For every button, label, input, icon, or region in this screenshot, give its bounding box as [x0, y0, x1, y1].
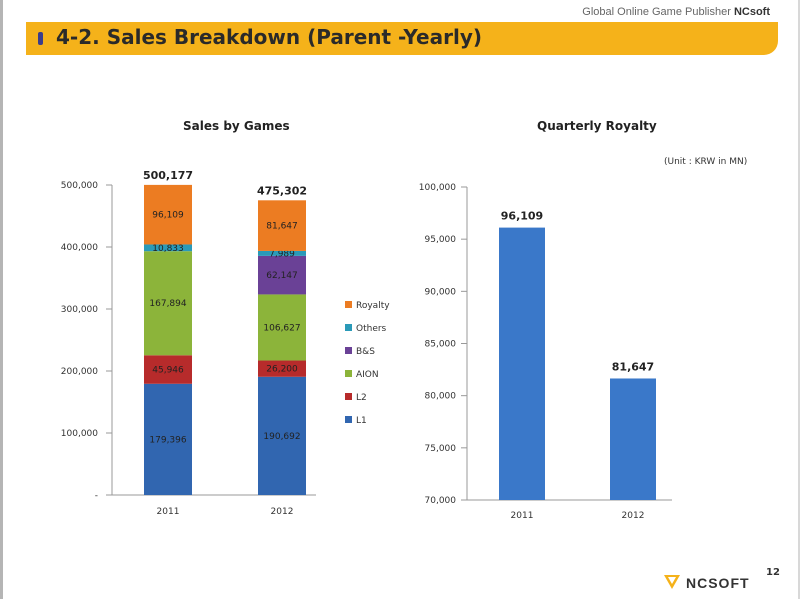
total-label: 500,177 — [143, 169, 193, 182]
legend-swatch — [345, 324, 352, 331]
x-tick-label: 2012 — [271, 507, 294, 517]
data-label: 96,109 — [501, 210, 543, 223]
x-tick-label: 2011 — [511, 511, 534, 521]
y-tick-label: 80,000 — [425, 392, 457, 402]
data-label: 106,627 — [263, 323, 300, 333]
y-tick-label: - — [95, 491, 98, 501]
data-label: 190,692 — [263, 432, 300, 442]
y-tick-label: 75,000 — [425, 444, 457, 454]
legend-label: L2 — [356, 393, 367, 403]
data-label: 179,396 — [149, 435, 186, 445]
legend-swatch — [345, 301, 352, 308]
bar-segment — [258, 250, 306, 256]
data-label: 81,647 — [612, 360, 654, 373]
title-bar: 4-2. Sales Breakdown (Parent -Yearly) — [26, 22, 778, 55]
ncsoft-logo-icon — [664, 575, 680, 589]
y-tick-label: 100,000 — [419, 183, 456, 193]
bar-segment — [144, 184, 192, 245]
ncsoft-logo: NCSOFT — [662, 572, 752, 594]
bar-segment — [258, 376, 306, 495]
bar-segment — [258, 294, 306, 361]
legend-swatch — [345, 347, 352, 354]
legend-label: Royalty — [356, 301, 390, 311]
bar-segment — [258, 200, 306, 251]
chart-title-sales-by-games: Sales by Games — [183, 119, 290, 133]
publisher-prefix: Global Online Game Publisher — [582, 6, 734, 18]
bar-segment — [258, 360, 306, 377]
x-tick-label: 2011 — [157, 507, 180, 517]
data-label: 96,109 — [152, 211, 184, 221]
y-tick-label: 300,000 — [61, 305, 98, 315]
data-label: 10,833 — [152, 244, 184, 254]
y-tick-label: 70,000 — [425, 496, 457, 506]
right-frame-line — [798, 0, 800, 599]
legend-swatch — [345, 393, 352, 400]
bar-segment — [144, 244, 192, 252]
x-tick-label: 2012 — [622, 511, 645, 521]
legend-label: L1 — [356, 416, 367, 426]
data-label: 167,894 — [149, 299, 186, 309]
bar-segment — [144, 355, 192, 384]
total-label: 475,302 — [257, 184, 307, 197]
data-label: 7,989 — [269, 249, 295, 259]
page-title: 4-2. Sales Breakdown (Parent -Yearly) — [56, 25, 482, 49]
data-label: 62,147 — [266, 271, 298, 281]
legend-label: AION — [356, 370, 379, 380]
legend-swatch — [345, 416, 352, 423]
y-tick-label: 500,000 — [61, 181, 98, 191]
royalty-bar — [499, 227, 545, 500]
royalty-bar — [610, 378, 656, 500]
publisher-name: NCsoft — [733, 6, 770, 18]
data-label: 81,647 — [266, 222, 298, 232]
logo-text: NCSOFT — [686, 575, 750, 591]
bar-segment — [144, 251, 192, 356]
legend-swatch — [345, 370, 352, 377]
bar-segment — [258, 255, 306, 295]
y-tick-label: 100,000 — [61, 429, 98, 439]
y-tick-label: 85,000 — [425, 340, 457, 350]
page-number: 12 — [766, 567, 780, 578]
chart-title-quarterly-royalty: Quarterly Royalty — [537, 119, 657, 133]
y-tick-label: 90,000 — [425, 287, 457, 297]
y-tick-label: 200,000 — [61, 367, 98, 377]
legend-label: Others — [356, 324, 387, 334]
y-tick-label: 95,000 — [425, 235, 457, 245]
legend-label: B&S — [356, 347, 375, 357]
data-label: 26,200 — [266, 365, 298, 375]
unit-note: (Unit : KRW in MN) — [664, 157, 748, 167]
y-tick-label: 400,000 — [61, 243, 98, 253]
left-frame-line — [0, 0, 3, 599]
data-label: 45,946 — [152, 366, 184, 376]
bar-segment — [144, 383, 192, 495]
title-bullet-icon — [38, 32, 43, 45]
publisher-tagline: Global Online Game Publisher NCsoft — [582, 6, 770, 18]
